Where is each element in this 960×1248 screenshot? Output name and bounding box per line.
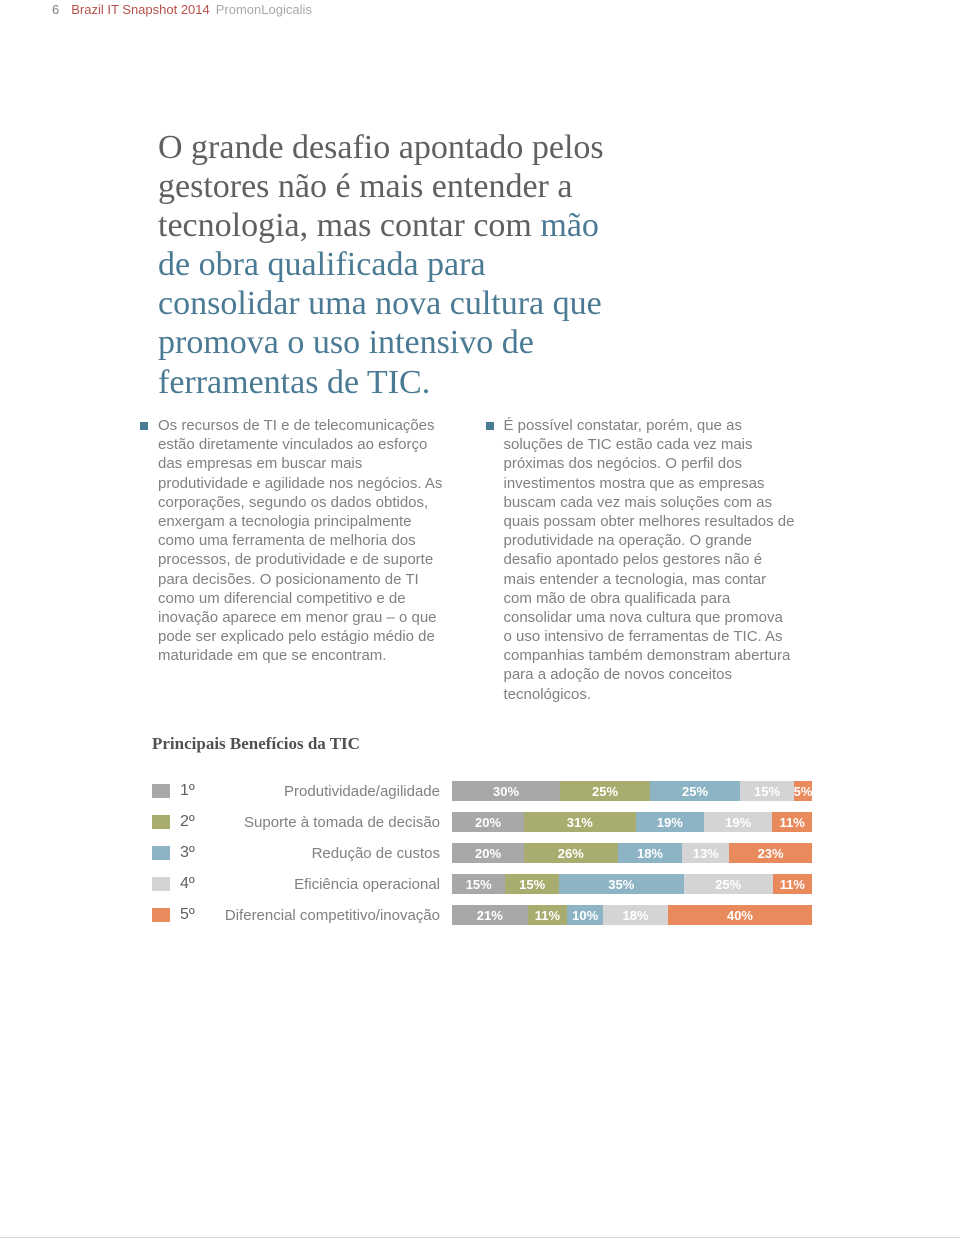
chart-row: 3ºRedução de custos20%26%18%13%23% [152, 838, 812, 868]
category-label: Diferencial competitivo/inovação [202, 907, 452, 924]
footer-rule [0, 1237, 960, 1238]
bar-segment: 31% [524, 812, 636, 832]
chart-row: 4ºEficiência operacional15%15%35%25%11% [152, 869, 812, 899]
body-column-left: Os recursos de TI e de telecomunicações … [140, 416, 450, 704]
bar-segment: 11% [772, 812, 812, 832]
chart-section: Principais Benefícios da TIC 1ºProdutivi… [152, 734, 812, 931]
category-label: Suporte à tomada de decisão [202, 814, 452, 831]
body-text-right: É possível constatar, porém, que as solu… [486, 416, 796, 704]
headline-part1: O grande desafio apontado pelos gestores… [158, 129, 604, 244]
bar-segment: 15% [505, 874, 558, 894]
bar-segment: 18% [603, 905, 668, 925]
body-text-left: Os recursos de TI e de telecomunicações … [140, 416, 450, 665]
bar-segment: 10% [567, 905, 603, 925]
bar-segment: 25% [650, 781, 740, 801]
bar-segment: 40% [668, 905, 812, 925]
bullet-icon [486, 422, 494, 430]
bar-segment: 20% [452, 812, 524, 832]
body-columns: Os recursos de TI e de telecomunicações … [140, 416, 795, 704]
chart-rows: 1ºProdutividade/agilidade30%25%25%15%5%2… [152, 776, 812, 930]
bar-container: 20%26%18%13%23% [452, 843, 812, 863]
chart-row: 5ºDiferencial competitivo/inovação21%11%… [152, 900, 812, 930]
bar-segment: 15% [740, 781, 794, 801]
rank-label: 5º [180, 906, 202, 924]
bar-segment: 20% [452, 843, 524, 863]
body-column-right: É possível constatar, porém, que as solu… [486, 416, 796, 704]
bar-segment: 5% [794, 781, 812, 801]
legend-swatch [152, 846, 170, 860]
bar-segment: 25% [560, 781, 650, 801]
chart-row: 2ºSuporte à tomada de decisão20%31%19%19… [152, 807, 812, 837]
document-title: Brazil IT Snapshot 2014 [71, 2, 210, 17]
rank-label: 2º [180, 813, 202, 831]
category-label: Produtividade/agilidade [202, 783, 452, 800]
bar-segment: 26% [524, 843, 618, 863]
legend-swatch [152, 784, 170, 798]
bar-segment: 11% [773, 874, 812, 894]
bar-container: 15%15%35%25%11% [452, 874, 812, 894]
bar-segment: 35% [559, 874, 684, 894]
bar-segment: 19% [704, 812, 772, 832]
bar-segment: 21% [452, 905, 528, 925]
bar-segment: 11% [528, 905, 568, 925]
chart-title: Principais Benefícios da TIC [152, 734, 812, 754]
bar-segment: 13% [682, 843, 729, 863]
bar-segment: 18% [618, 843, 683, 863]
chart-row: 1ºProdutividade/agilidade30%25%25%15%5% [152, 776, 812, 806]
bar-container: 30%25%25%15%5% [452, 781, 812, 801]
document-subtitle: PromonLogicalis [216, 2, 312, 17]
bar-segment: 15% [452, 874, 505, 894]
headline: O grande desafio apontado pelos gestores… [158, 128, 618, 402]
rank-label: 4º [180, 875, 202, 893]
legend-swatch [152, 908, 170, 922]
category-label: Eficiência operacional [202, 876, 452, 893]
bar-segment: 23% [729, 843, 812, 863]
rank-label: 3º [180, 844, 202, 862]
bar-segment: 25% [684, 874, 773, 894]
legend-swatch [152, 877, 170, 891]
bar-container: 21%11%10%18%40% [452, 905, 812, 925]
bar-container: 20%31%19%19%11% [452, 812, 812, 832]
rank-label: 1º [180, 782, 202, 800]
bar-segment: 19% [636, 812, 704, 832]
page-number: 6 [52, 2, 59, 17]
page-header: 6 Brazil IT Snapshot 2014 PromonLogicali… [52, 2, 312, 17]
category-label: Redução de custos [202, 845, 452, 862]
legend-swatch [152, 815, 170, 829]
bullet-icon [140, 422, 148, 430]
bar-segment: 30% [452, 781, 560, 801]
